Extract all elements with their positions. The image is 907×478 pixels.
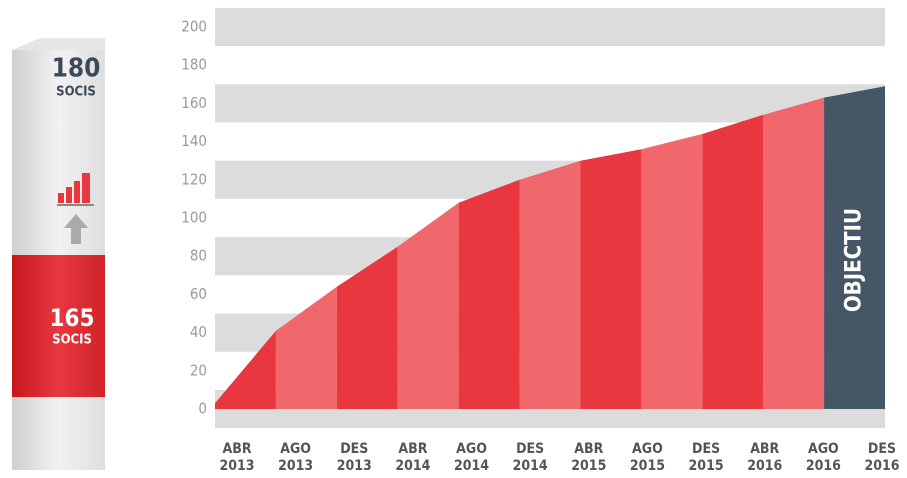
annotation: OBJECTIU (842, 208, 867, 312)
y-tick-label: 80 (190, 247, 207, 265)
arrow-icon (64, 214, 88, 244)
y-tick-label: 60 (190, 285, 207, 303)
x-tick-label: ABR 2013 (219, 441, 255, 474)
area-segment (336, 246, 398, 409)
area-segment (580, 149, 642, 410)
current-unit: SOCIS (52, 333, 92, 348)
x-tick-label: ABR 2014 (395, 441, 431, 474)
x-tick-label: AGO 2016 (805, 441, 841, 474)
area-segment (824, 86, 885, 410)
area-segment (641, 133, 703, 409)
y-tick-label: 200 (181, 18, 207, 36)
x-tick-label: DES 2016 (864, 441, 900, 474)
y-tick-label: 100 (181, 209, 207, 227)
target-value: 180 (52, 54, 101, 84)
bar-icon (57, 173, 94, 206)
area-segment (763, 97, 825, 410)
x-tick-label: AGO 2014 (454, 441, 490, 474)
area-segment (275, 286, 337, 409)
y-tick-label: 0 (198, 400, 207, 418)
y-tick-label: 140 (181, 132, 207, 150)
area-segment (458, 179, 520, 409)
y-tick-label: 180 (181, 56, 207, 74)
x-tick-label: AGO 2015 (629, 441, 665, 474)
area-segment (519, 160, 581, 409)
y-tick-label: 160 (181, 94, 207, 112)
x-tick-label: AGO 2013 (278, 441, 314, 474)
y-tick-label: 120 (181, 170, 207, 188)
x-tick-label: ABR 2015 (571, 441, 607, 474)
area-segment (397, 202, 459, 409)
area-segment (702, 114, 764, 410)
x-tick-label: DES 2015 (688, 441, 724, 474)
x-tick-label: DES 2013 (336, 441, 372, 474)
x-tick-label: DES 2014 (512, 441, 548, 474)
x-tick-label: ABR 2016 (747, 441, 783, 474)
grid-band (215, 7, 885, 47)
pillar: 180 SOCIS 165 SOCIS (12, 38, 105, 470)
current-value: 165 (49, 304, 94, 332)
y-tick-label: 20 (190, 361, 207, 379)
area-segment (215, 330, 276, 409)
y-tick-label: 40 (190, 323, 207, 341)
target-unit: SOCIS (56, 85, 96, 100)
